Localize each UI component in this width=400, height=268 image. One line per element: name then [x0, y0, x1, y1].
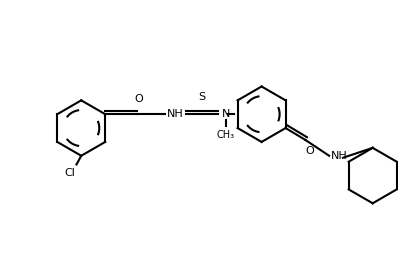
Text: NH: NH — [331, 151, 348, 161]
Text: O: O — [305, 146, 314, 156]
Text: O: O — [134, 94, 143, 104]
Text: CH₃: CH₃ — [217, 130, 235, 140]
Text: NH: NH — [166, 109, 183, 119]
Text: S: S — [199, 92, 206, 102]
Text: Cl: Cl — [64, 168, 75, 178]
Text: N: N — [222, 109, 230, 119]
